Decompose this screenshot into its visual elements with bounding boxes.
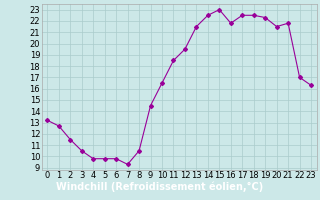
Text: Windchill (Refroidissement éolien,°C): Windchill (Refroidissement éolien,°C) bbox=[56, 182, 264, 192]
